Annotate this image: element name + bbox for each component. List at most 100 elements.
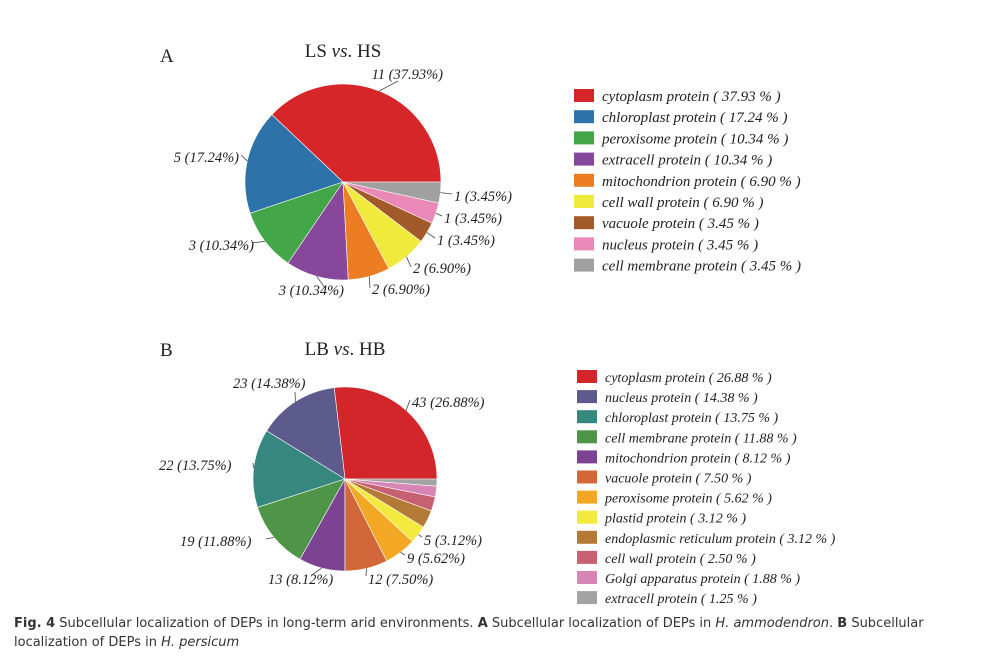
figure: A LS vs. HS 11 (37.93%) 5 (17.24%) 3 (10.3… — [159, 41, 836, 607]
legend-swatch — [577, 450, 597, 464]
slice-label: 5 (17.24%) — [174, 150, 239, 166]
caption-species-b: H. persicum — [161, 635, 240, 650]
slice-label: 2 (6.90%) — [372, 282, 430, 298]
caption-text-1: Subcellular localization of DEPs in long… — [55, 616, 478, 631]
legend-swatch — [577, 550, 597, 564]
slice-label: 1 (3.45%) — [444, 211, 502, 227]
legend-label: peroxisome protein ( 10.34 % ) — [601, 131, 788, 147]
legend-swatch — [577, 430, 597, 444]
slice-label: 23 (14.38%) — [233, 376, 306, 392]
leader-line — [316, 276, 326, 289]
legend-swatch — [574, 173, 594, 187]
leader-line — [368, 276, 371, 289]
caption-b: B — [837, 616, 848, 631]
caption-a: A — [477, 616, 488, 631]
panel-b-title: LB vs. HB — [305, 339, 386, 360]
legend-label: cell membrane protein ( 3.45 % ) — [602, 259, 801, 275]
legend-swatch — [577, 530, 597, 544]
legend-swatch — [577, 370, 597, 383]
legend-label: extracell protein ( 10.34 % ) — [602, 153, 772, 169]
legend-label: mitochondrion protein ( 8.12 % ) — [605, 451, 791, 466]
legend-label: extracell protein ( 1.25 % ) — [605, 592, 757, 607]
slice-label: 3 (10.34%) — [188, 238, 254, 254]
panel-a-legend: cytoplasm protein ( 37.93 % ) chloroplast… — [574, 89, 801, 275]
leader-line — [311, 567, 323, 576]
pie-slice-cytoplasm-protein — [333, 386, 438, 480]
caption-text-4: Subcellular localization of DEPs in — [14, 616, 924, 650]
panel-b-legend: cytoplasm protein ( 26.88 % ) nucleus pro… — [577, 370, 836, 607]
legend-label: cell wall protein ( 6.90 % ) — [602, 195, 764, 211]
slice-label: 12 (7.50%) — [368, 572, 433, 588]
legend-label: plastid protein ( 3.12 % ) — [604, 512, 746, 527]
legend-swatch — [577, 490, 597, 504]
legend-swatch — [574, 152, 594, 166]
panel-a-letter: A — [160, 46, 174, 67]
legend-swatch — [577, 591, 597, 605]
legend-swatch — [574, 195, 594, 208]
legend-swatch — [574, 216, 594, 230]
legend-swatch — [577, 470, 597, 484]
leader-line — [440, 192, 453, 195]
leader-line — [252, 462, 255, 469]
caption-fig-number: Fig. 4 — [14, 616, 56, 631]
pie-slice-extracell-protein — [344, 478, 438, 487]
leader-line — [406, 256, 412, 268]
pie-slice-chloroplast-protein — [244, 114, 344, 214]
legend-label: mitochondrion protein ( 6.90 % ) — [602, 174, 801, 190]
legend-swatch — [577, 390, 597, 404]
slice-label: 1 (3.45%) — [454, 189, 512, 205]
legend-label: nucleus protein ( 14.38 % ) — [605, 391, 758, 406]
caption-species-a: H. ammodendron — [715, 616, 829, 631]
panel-a-title: LS vs. HS — [305, 41, 382, 62]
legend-swatch — [577, 410, 597, 424]
pie-slice-nucleus-protein — [266, 387, 346, 480]
slice-label: 43 (26.88%) — [412, 395, 485, 411]
slice-label: 13 (8.12%) — [268, 572, 333, 588]
legend-label: Golgi apparatus protein ( 1.88 % ) — [605, 572, 800, 587]
legend-label: vacuole protein ( 3.45 % ) — [602, 216, 759, 232]
panel-b-pie: 43 (26.88%) 23 (14.38%) 22 (13.75%) 19 (11.… — [159, 376, 485, 588]
legend-label: cell membrane protein ( 11.88 % ) — [605, 431, 797, 446]
legend-swatch — [577, 571, 597, 584]
legend-swatch — [574, 89, 594, 102]
legend-label: nucleus protein ( 3.45 % ) — [602, 237, 758, 253]
leader-line — [400, 552, 406, 556]
slice-label: 11 (37.93%) — [372, 67, 444, 83]
slice-label: 9 (5.62%) — [407, 551, 465, 567]
legend-label: cell wall protein ( 2.50 % ) — [605, 552, 756, 567]
slice-label: 19 (11.88%) — [180, 534, 252, 550]
slice-label: 5 (3.12%) — [424, 533, 482, 549]
leader-line — [240, 154, 248, 162]
legend-label: endoplasmic reticulum protein ( 3.12 % ) — [605, 532, 836, 547]
legend-label: chloroplast protein ( 13.75 % ) — [605, 411, 779, 426]
legend-swatch — [574, 237, 594, 251]
leader-line — [426, 232, 436, 239]
legend-swatch — [574, 110, 594, 124]
legend-swatch — [574, 131, 594, 145]
pie-slice-cytoplasm-protein — [271, 83, 442, 183]
slice-label: 3 (10.34%) — [278, 283, 344, 299]
legend-label: cytoplasm protein ( 37.93 % ) — [602, 89, 781, 105]
leader-line — [435, 212, 443, 217]
legend-label: peroxisome protein ( 5.62 % ) — [604, 492, 772, 507]
legend-label: chloroplast protein ( 17.24 % ) — [602, 110, 788, 126]
caption-text-2: Subcellular localization of DEPs in — [487, 616, 716, 631]
slice-label: 2 (6.90%) — [413, 261, 471, 277]
legend-label: vacuole protein ( 7.50 % ) — [605, 472, 752, 487]
legend-label: cytoplasm protein ( 26.88 % ) — [605, 371, 772, 386]
slice-label: 22 (13.75%) — [159, 458, 232, 474]
figure-caption: Fig. 4 Subcellular localization of DEPs … — [14, 614, 976, 652]
legend-swatch — [574, 258, 594, 272]
panel-a-pie: 11 (37.93%) 5 (17.24%) 3 (10.34%) 3 (10.34%… — [174, 67, 512, 299]
leader-line — [265, 536, 274, 540]
leader-line — [379, 80, 399, 92]
leader-line — [418, 534, 423, 538]
legend-swatch — [577, 510, 597, 524]
panel-b-letter: B — [160, 340, 173, 361]
leader-line — [251, 240, 266, 244]
pie-slice-cell-membrane-protein — [257, 478, 346, 560]
slice-label: 1 (3.45%) — [437, 233, 495, 249]
leader-line — [405, 399, 411, 411]
caption-text-3: . — [829, 616, 838, 631]
pie-slice-cell-membrane-protein — [342, 181, 442, 204]
